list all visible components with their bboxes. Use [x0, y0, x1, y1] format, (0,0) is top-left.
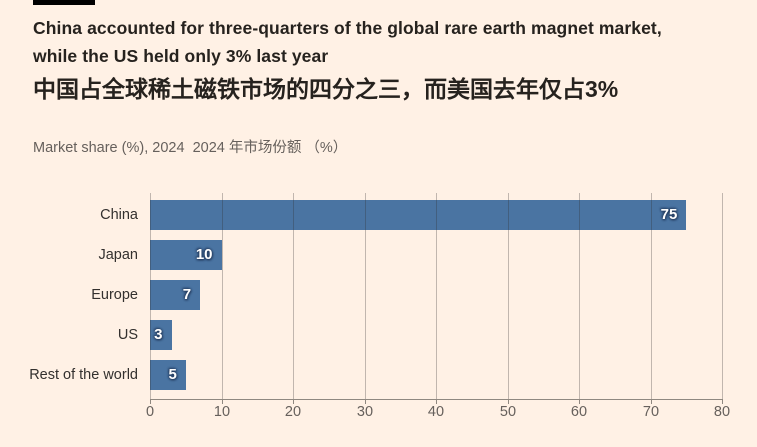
x-axis-tick-label-20: 20 [284, 404, 302, 420]
x-axis-tick-20 [293, 399, 294, 404]
category-label-china: China [100, 207, 138, 223]
gridline-80 [722, 193, 723, 399]
x-axis-tick-label-10: 10 [213, 404, 231, 420]
value-label-europe: 7 [182, 286, 192, 303]
x-axis-tick-50 [508, 399, 509, 404]
category-label-us: US [117, 327, 138, 343]
category-label-europe: Europe [91, 287, 138, 303]
bar-rest-of-the-world [150, 360, 186, 390]
ft-top-rule [33, 0, 95, 5]
gridline-20 [293, 193, 294, 399]
value-label-us: 3 [154, 326, 163, 343]
category-label-rest-of-the-world: Rest of the world [29, 367, 138, 383]
gridline-30 [365, 193, 366, 399]
x-axis-line [150, 399, 723, 400]
x-axis-tick-label-0: 0 [145, 404, 155, 420]
gridline-50 [508, 193, 509, 399]
chart-subtitle: Market share (%), 2024 2024 年市场份额 （%） [33, 140, 348, 156]
x-axis-tick-30 [365, 399, 366, 404]
category-label-japan: Japan [98, 247, 138, 263]
bar-china [150, 200, 687, 230]
value-label-rest-of-the-world: 5 [168, 366, 177, 383]
chart-title-line-2: while the US held only 3% last year [33, 46, 329, 66]
bar-japan [150, 240, 222, 270]
chart-title: China accounted for three-quarters of th… [33, 14, 743, 70]
gridline-70 [651, 193, 652, 399]
x-axis-tick-label-70: 70 [642, 404, 660, 420]
x-axis-tick-40 [436, 399, 437, 404]
x-axis-tick-0 [150, 399, 151, 404]
gridline-60 [579, 193, 580, 399]
chart-title-chinese: 中国占全球稀土磁铁市场的四分之三，而美国去年仅占3% [33, 76, 619, 102]
x-axis-tick-label-60: 60 [570, 404, 588, 420]
x-axis-tick-label-30: 30 [356, 404, 374, 420]
x-axis-tick-label-80: 80 [713, 404, 731, 420]
value-label-japan: 10 [195, 246, 213, 263]
value-label-china: 75 [660, 206, 678, 223]
x-axis-tick-10 [222, 399, 223, 404]
x-axis-tick-label-50: 50 [499, 404, 517, 420]
x-axis-tick-70 [651, 399, 652, 404]
x-axis-tick-80 [722, 399, 723, 404]
bar-europe [150, 280, 201, 310]
gridline-40 [436, 193, 437, 399]
x-axis-tick-60 [579, 399, 580, 404]
x-axis-tick-label-40: 40 [427, 404, 445, 420]
gridline-0 [150, 193, 151, 399]
bar-us [150, 320, 172, 350]
chart-title-line-1: China accounted for three-quarters of th… [33, 18, 662, 38]
gridline-10 [222, 193, 223, 399]
